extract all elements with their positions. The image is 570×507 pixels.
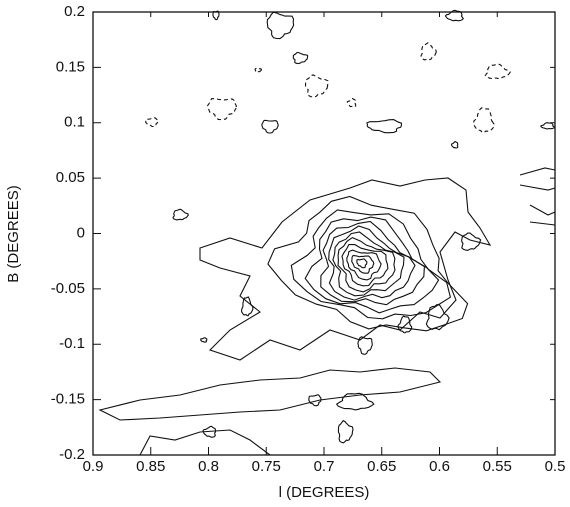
contour <box>450 140 459 149</box>
contour <box>356 258 368 269</box>
contour <box>139 429 271 456</box>
contour <box>420 42 437 61</box>
contour <box>292 51 309 65</box>
contour <box>261 119 279 134</box>
x-tick-label: 0.85 <box>136 458 165 475</box>
contour <box>207 98 237 121</box>
contour <box>335 392 375 411</box>
contour <box>254 67 262 73</box>
y-tick-label: 0.1 <box>64 114 85 131</box>
contour <box>444 9 464 22</box>
contour <box>397 315 413 334</box>
y-tick-label: -0.05 <box>51 280 85 297</box>
contour <box>519 167 556 226</box>
contour <box>351 254 375 274</box>
contour <box>267 195 469 332</box>
x-tick-label: 0.6 <box>429 458 450 475</box>
contour <box>425 304 450 331</box>
y-tick-label: 0.2 <box>64 3 85 20</box>
contour <box>320 220 425 306</box>
y-tick-label: 0 <box>77 224 85 241</box>
contour <box>304 216 440 314</box>
y-tick-label: 0.15 <box>56 58 85 75</box>
contour <box>199 177 492 361</box>
y-tick-label: -0.1 <box>59 335 85 352</box>
contour <box>308 394 322 407</box>
contour <box>172 208 189 221</box>
y-tick-label: 0.05 <box>56 169 85 186</box>
contour <box>266 11 295 40</box>
contour <box>328 225 416 301</box>
contour <box>332 231 405 297</box>
contour <box>98 367 442 421</box>
contour <box>212 10 220 21</box>
x-tick-label: 0.65 <box>367 458 396 475</box>
x-tick-label: 0.7 <box>314 458 335 475</box>
contour <box>337 236 396 293</box>
contour <box>346 97 357 108</box>
contour <box>341 244 389 287</box>
x-tick-label: 0.5 <box>545 458 566 475</box>
x-tick-label: 0.55 <box>483 458 512 475</box>
contour <box>540 122 556 130</box>
x-axis-label: l (DEGREES) <box>279 484 370 501</box>
contours <box>98 9 556 456</box>
y-tick-label: -0.15 <box>51 391 85 408</box>
contour <box>304 74 329 98</box>
contour <box>290 209 452 320</box>
contour <box>337 419 354 444</box>
contour <box>202 425 217 438</box>
contour <box>145 117 159 128</box>
y-tick-label: -0.2 <box>59 446 85 463</box>
contour <box>241 296 254 317</box>
y-axis-label: B (DEGREES) <box>5 185 22 283</box>
contour <box>366 119 403 134</box>
contour <box>484 63 512 80</box>
contour <box>472 107 495 134</box>
contour <box>200 337 208 343</box>
x-tick-label: 0.9 <box>83 458 104 475</box>
x-tick-label: 0.8 <box>198 458 219 475</box>
x-tick-label: 0.75 <box>252 458 281 475</box>
contour <box>346 249 382 281</box>
contour <box>357 336 373 355</box>
contour <box>461 232 482 251</box>
